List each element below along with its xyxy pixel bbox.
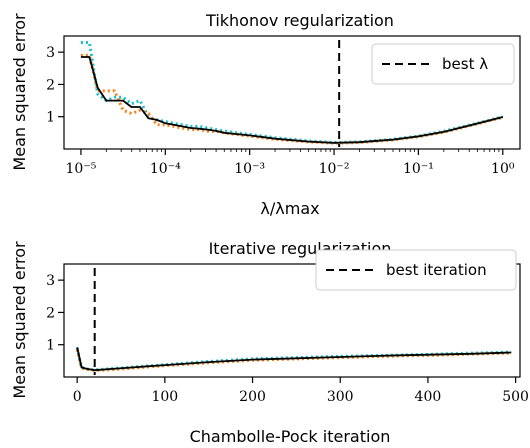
tikhonov-legend-box (371, 43, 515, 85)
y-tick-label: 1 (46, 110, 55, 126)
series-line-3 (76, 347, 512, 372)
x-tick-label: 10⁰ (491, 161, 515, 177)
iterative-legend-box (315, 249, 517, 291)
x-tick-label: 300 (327, 389, 354, 405)
y-tick-label: 3 (46, 273, 55, 289)
tikhonov-plot-frame (63, 35, 521, 150)
x-tick-label: 10⁻¹ (403, 161, 434, 177)
iterative-xlabel: Chambolle-Pock iteration (190, 427, 391, 446)
x-tick-label: 10⁻² (319, 161, 350, 177)
iterative-plot-frame (63, 263, 521, 378)
iterative-ticks: 1 2 3 0 100 200 300 400 500 (46, 273, 529, 405)
x-tick-label: 10⁻⁴ (150, 161, 181, 177)
tikhonov-title: Tikhonov regularization (205, 11, 394, 30)
x-tick-label: 200 (239, 389, 266, 405)
y-tick-label: 2 (46, 77, 55, 93)
x-tick-label: 0 (73, 389, 82, 405)
tikhonov-series-group (80, 41, 504, 145)
iterative-legend: best iteration (315, 249, 517, 291)
legend-best-iteration-label: best iteration (386, 261, 487, 279)
x-tick-label: 400 (415, 389, 442, 405)
x-tick-label: 10⁻³ (234, 161, 265, 177)
tikhonov-ylabel: Mean squared error (10, 13, 29, 171)
y-tick-label: 1 (46, 338, 55, 354)
y-tick-label: 2 (46, 305, 55, 321)
legend-best-lambda-label: best λ (442, 55, 488, 73)
tikhonov-ticks: 1 2 3 10⁻⁵ 10⁻⁴ 10⁻³ 10⁻² 10⁻¹ 10⁰ (46, 45, 515, 177)
series-line-3 (80, 56, 504, 144)
x-tick-label: 10⁻⁵ (66, 161, 97, 177)
iterative-series-group (75, 347, 512, 372)
x-tick-label: 100 (151, 389, 178, 405)
iterative-ylabel: Mean squared error (10, 241, 29, 399)
tikhonov-xlabel: λ/λmax (260, 199, 319, 218)
tikhonov-legend: best λ (371, 43, 515, 85)
x-tick-label: 500 (502, 389, 529, 405)
y-tick-label: 3 (46, 45, 55, 61)
